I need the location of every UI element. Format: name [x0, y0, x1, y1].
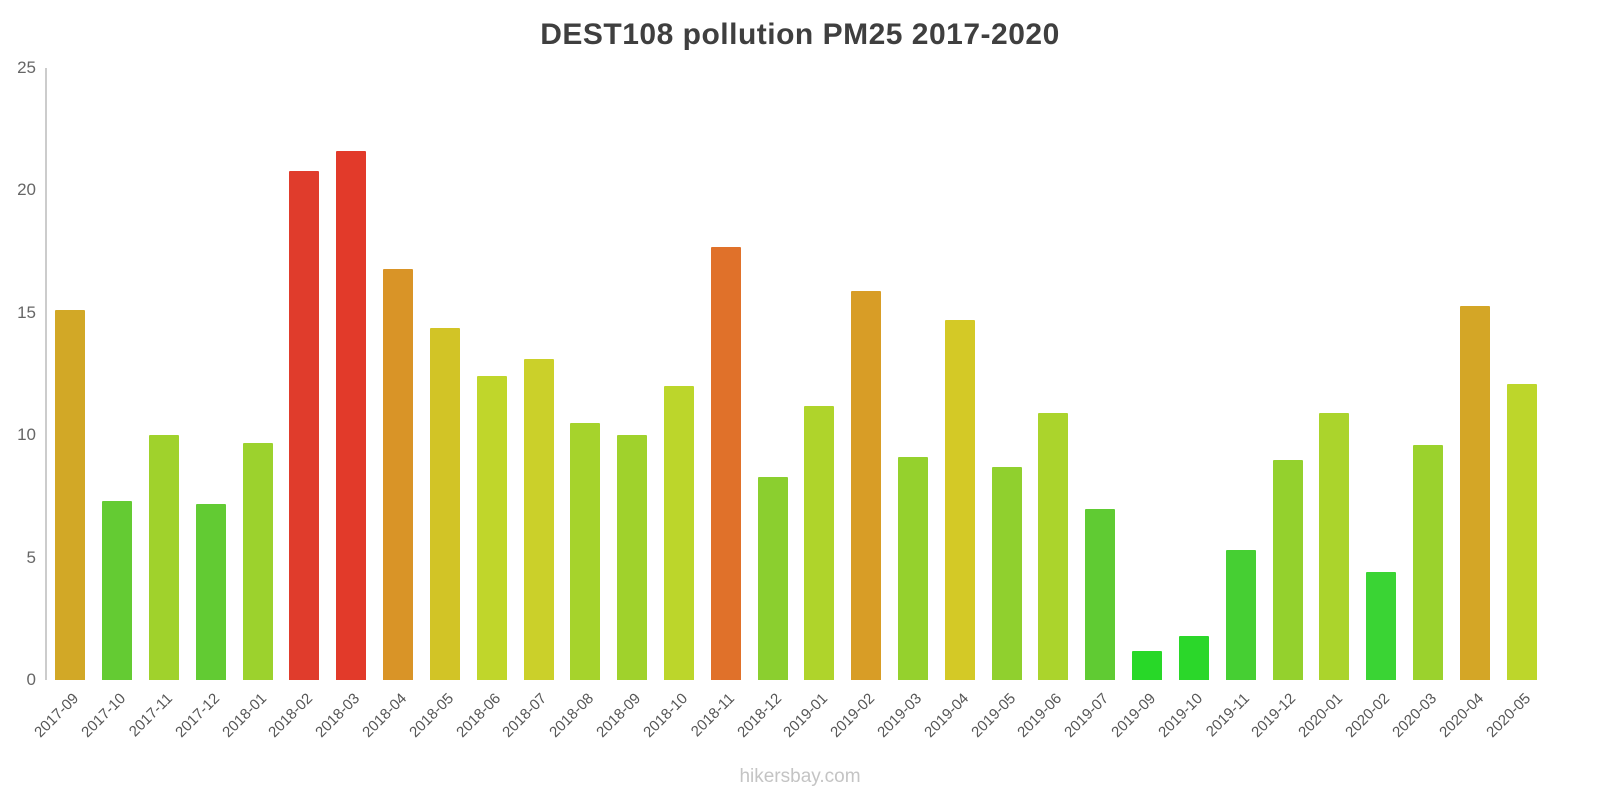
bar-slot	[1124, 68, 1171, 680]
bar-2019-04[interactable]	[944, 320, 975, 680]
y-axis: 0 5 10 15 20 25	[0, 0, 40, 800]
x-axis-labels: 2017-09 2017-10 2017-11 2017-12 2018-01 2018-…	[31, 680, 1545, 760]
bar-slot	[936, 68, 983, 680]
bar-2018-04[interactable]	[383, 268, 414, 680]
bar-2019-11[interactable]	[1225, 550, 1256, 680]
bar-2018-09[interactable]	[617, 435, 648, 680]
bar-slot	[141, 68, 188, 680]
bar-slot	[1264, 68, 1311, 680]
x-label-slot: 2020-05	[1483, 680, 1545, 760]
y-axis-tick-label: 0	[26, 670, 36, 689]
bar-slot	[94, 68, 141, 680]
bar-2018-03[interactable]	[336, 151, 367, 680]
bar-2019-05[interactable]	[991, 467, 1022, 680]
bar-slot	[609, 68, 656, 680]
bar-2018-12[interactable]	[757, 476, 788, 680]
bar-2019-10[interactable]	[1178, 635, 1209, 680]
bar-slot	[562, 68, 609, 680]
bar-slot	[1217, 68, 1264, 680]
y-axis-tick-label: 5	[26, 547, 36, 567]
y-axis-tick-label: 25	[17, 58, 36, 77]
bar-slot	[234, 68, 281, 680]
bar-2018-05[interactable]	[429, 327, 460, 680]
bar-slot	[796, 68, 843, 680]
bar-slot	[187, 68, 234, 680]
bar-2018-08[interactable]	[570, 423, 601, 680]
bar-2019-09[interactable]	[1132, 650, 1163, 680]
bar-slot	[47, 68, 94, 680]
bar-2020-03[interactable]	[1412, 445, 1443, 680]
bar-slot	[843, 68, 890, 680]
bar-slot	[1311, 68, 1358, 680]
bar-2019-06[interactable]	[1038, 413, 1069, 680]
bar-2020-04[interactable]	[1459, 305, 1490, 680]
bar-slot	[890, 68, 937, 680]
bar-slot	[422, 68, 469, 680]
bar-2019-07[interactable]	[1085, 508, 1116, 680]
plot-area: 2017-09 2017-10 2017-11 2017-12 2018-01 2018-…	[31, 68, 1545, 741]
bar-slot	[983, 68, 1030, 680]
bar-2018-06[interactable]	[476, 376, 507, 680]
bar-slot	[515, 68, 562, 680]
bar-2020-05[interactable]	[1506, 383, 1537, 680]
bar-slot	[1498, 68, 1545, 680]
bar-slot	[328, 68, 375, 680]
bar-2018-07[interactable]	[523, 359, 554, 680]
bar-slot	[702, 68, 749, 680]
bar-slot	[656, 68, 703, 680]
bar-2020-01[interactable]	[1319, 413, 1350, 680]
bar-2018-02[interactable]	[289, 170, 320, 680]
bar-2017-10[interactable]	[102, 501, 133, 680]
bar-2017-12[interactable]	[195, 503, 226, 680]
bar-slot	[1451, 68, 1498, 680]
bar-2019-02[interactable]	[851, 290, 882, 680]
bar-2019-01[interactable]	[804, 405, 835, 680]
bar-slot	[1171, 68, 1218, 680]
bar-slot	[281, 68, 328, 680]
watermark-text: hikersbay.com	[739, 766, 861, 787]
bar-slot	[749, 68, 796, 680]
bar-slot	[468, 68, 515, 680]
bar-2020-02[interactable]	[1366, 572, 1397, 680]
bar-2019-03[interactable]	[898, 457, 929, 680]
bar-slot	[375, 68, 422, 680]
bar-2018-01[interactable]	[242, 442, 273, 680]
bar-slot	[1358, 68, 1405, 680]
bar-slot	[1030, 68, 1077, 680]
y-axis-tick-label: 10	[17, 425, 36, 445]
bar-2018-10[interactable]	[663, 386, 694, 680]
y-axis-tick-label: 20	[17, 180, 36, 200]
bar-2017-09[interactable]	[55, 310, 86, 680]
bar-slot	[1405, 68, 1452, 680]
bar-slot	[1077, 68, 1124, 680]
bar-2019-12[interactable]	[1272, 459, 1303, 680]
y-axis-tick-label: 15	[17, 302, 36, 322]
chart-title: DEST108 pollution PM25 2017-2020	[540, 18, 1060, 51]
bars-container	[47, 68, 1545, 680]
bar-2018-11[interactable]	[710, 246, 741, 680]
bar-2017-11[interactable]	[149, 435, 180, 680]
